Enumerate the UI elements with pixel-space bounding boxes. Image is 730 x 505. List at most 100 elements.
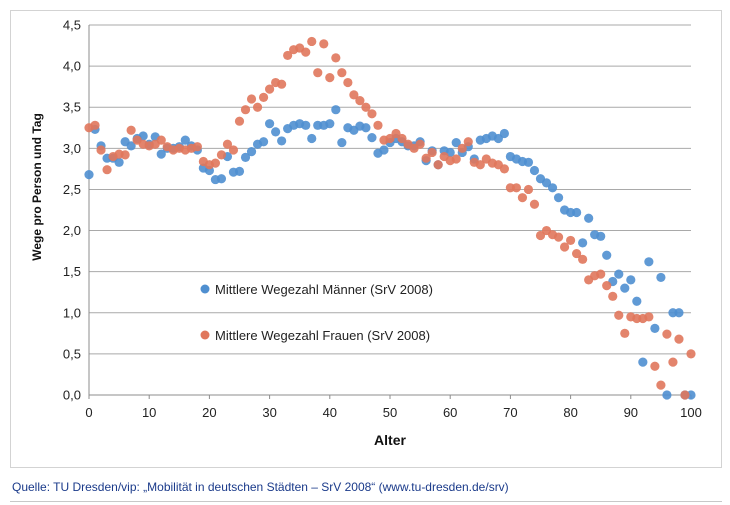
data-point [620,283,630,293]
data-point [415,139,425,149]
data-point [331,53,341,63]
data-point [301,120,311,130]
y-tick-label: 3,0 [63,141,81,156]
data-point [421,153,431,163]
data-point [517,193,528,203]
data-point [397,133,407,144]
y-tick-label: 0,0 [63,388,81,403]
y-axis-title: Wege pro Person und Tag [30,113,44,261]
data-point [523,184,534,195]
data-point [602,250,612,260]
y-tick-label: 1,5 [63,264,81,279]
data-point [120,150,130,160]
data-points [84,36,696,400]
data-point [475,160,485,170]
data-point [307,133,317,144]
x-axis-title: Alter [374,432,406,448]
data-point [656,380,666,390]
x-tick-label: 60 [443,405,457,420]
y-tick-label: 3,5 [63,100,81,115]
chart-frame: 0,0 0,5 1,0 1,5 2,0 2,5 3,0 3,5 4,0 4,5 0 10 20 30 40… [10,10,722,468]
data-point [277,79,287,89]
data-point [608,291,618,301]
y-tick-label: 2,0 [63,223,81,238]
data-point [553,193,564,203]
data-point [674,334,684,344]
y-tick-label: 4,0 [63,59,81,74]
data-point [343,77,353,88]
legend-marker-men [200,284,210,294]
data-point [662,329,672,339]
data-point [258,92,269,102]
data-point [96,145,106,155]
data-point [337,68,347,78]
data-point [156,149,166,159]
data-point [511,183,522,193]
source-caption: Quelle: TU Dresden/vip: „Mobilität in de… [12,480,509,494]
data-point [523,157,534,167]
data-point [114,157,124,167]
data-point [216,174,227,184]
x-tick-label: 30 [262,405,276,420]
data-point [650,361,660,371]
data-point [559,242,570,252]
data-point [156,135,166,145]
data-point [367,133,377,143]
data-point [277,136,287,146]
data-point [307,36,317,47]
data-point [596,269,606,279]
data-point [126,125,136,135]
data-point [355,96,365,106]
data-point [680,390,690,400]
x-tick-label: 10 [142,405,156,420]
legend-label-women: Mittlere Wegezahl Frauen (SrV 2008) [215,328,430,343]
data-point [427,147,437,158]
data-point [632,296,642,306]
data-point [216,150,227,160]
data-point [90,120,100,130]
data-point [644,257,654,267]
x-tick-label: 90 [624,405,638,420]
data-point [210,158,221,168]
legend: Mittlere Wegezahl Männer (SrV 2008) Mitt… [200,282,433,343]
data-point [379,145,389,155]
data-point [596,231,606,241]
data-point [547,183,558,193]
data-point [457,143,467,153]
x-tick-label: 50 [383,405,397,420]
data-point [325,119,335,129]
x-tick-label: 70 [503,405,517,420]
data-point [529,199,540,209]
data-point [668,357,678,367]
data-point [301,47,311,57]
data-point [283,50,293,61]
data-point [529,165,540,176]
x-tick-label: 20 [202,405,216,420]
y-tick-label: 4,5 [63,18,81,33]
data-point [180,135,190,145]
data-point [614,310,624,320]
data-point [325,73,335,83]
legend-label-men: Mittlere Wegezahl Männer (SrV 2008) [215,282,433,297]
data-point [499,128,509,139]
data-point [271,127,281,137]
data-point [578,254,588,264]
data-point [644,312,654,322]
data-point [620,328,630,338]
bottom-divider [10,501,722,502]
data-point [313,68,323,78]
data-point [373,120,383,130]
data-point [566,235,576,246]
data-point [319,39,329,49]
data-point [234,116,245,126]
scatter-chart: 0,0 0,5 1,0 1,5 2,0 2,5 3,0 3,5 4,0 4,5 0 10 20 30 40… [30,18,702,449]
data-point [361,102,371,112]
data-point [102,165,112,175]
data-point [650,323,660,333]
data-point [572,248,582,259]
data-point [192,142,202,152]
data-point [361,123,371,133]
data-point [499,164,509,174]
data-point [126,141,136,151]
x-axis-ticks: 0 10 20 30 40 50 60 70 80 90 100 [85,405,701,420]
